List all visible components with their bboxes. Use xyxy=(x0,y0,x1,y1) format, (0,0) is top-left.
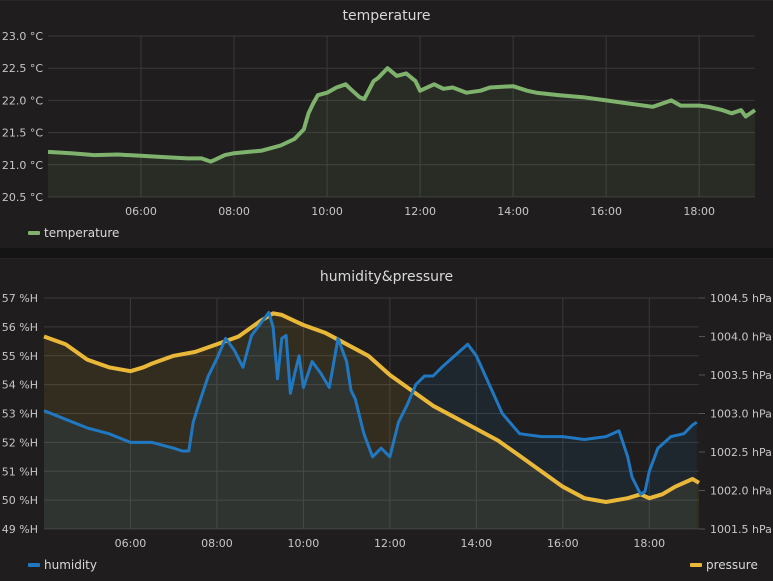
x-tick-label: 14:00 xyxy=(460,537,492,550)
y-tick-label: 22.0 °C xyxy=(2,94,43,107)
y-tick-label: 23.0 °C xyxy=(2,30,43,43)
y-left-tick-label: 51 %H xyxy=(2,465,38,478)
y-right-tick-label: 1002.5 hPa xyxy=(710,446,772,459)
x-tick-label: 06:00 xyxy=(115,537,147,550)
legend-item-pressure[interactable]: pressure xyxy=(690,558,758,572)
y-right-tick-label: 1001.5 hPa xyxy=(710,523,772,536)
x-tick-label: 10:00 xyxy=(311,205,343,218)
x-tick-label: 08:00 xyxy=(201,537,233,550)
temperature-panel: temperature 20.5 °C 21.0 °C 21.5 °C 22.0 °C… xyxy=(0,0,773,249)
x-tick-label: 10:00 xyxy=(288,537,320,550)
y-tick-label: 21.5 °C xyxy=(2,127,43,140)
x-tick-label: 12:00 xyxy=(404,205,436,218)
humidity-pressure-chart: 49 %H 50 %H 51 %H 52 %H 53 %H 54 %H 55 %H 56 %H… xyxy=(2,292,772,550)
y-left-tick-label: 53 %H xyxy=(2,408,38,421)
panel-title[interactable]: temperature xyxy=(342,8,431,24)
y-right-tick-label: 1003.5 hPa xyxy=(710,369,772,382)
y-left-tick-label: 56 %H xyxy=(2,321,38,334)
humidity-legend-swatch-icon xyxy=(28,563,40,567)
humidity-area xyxy=(44,312,697,529)
temperature-legend-swatch-icon xyxy=(28,231,40,235)
legend-item-humidity[interactable]: humidity xyxy=(28,558,97,572)
x-tick-label: 12:00 xyxy=(374,537,406,550)
pressure-area xyxy=(44,313,699,529)
x-tick-label: 06:00 xyxy=(125,205,157,218)
y-tick-label: 22.5 °C xyxy=(2,62,43,75)
panel-title[interactable]: humidity&pressure xyxy=(319,269,454,285)
y-tick-label: 20.5 °C xyxy=(2,191,43,204)
panel-divider xyxy=(0,248,773,258)
y-left-tick-label: 54 %H xyxy=(2,379,38,392)
temperature-chart: 20.5 °C 21.0 °C 21.5 °C 22.0 °C 22.5 °C 23.0 … xyxy=(2,30,757,218)
legend-item-temperature[interactable]: temperature xyxy=(28,226,119,240)
y-left-tick-label: 50 %H xyxy=(2,494,38,507)
temperature-area xyxy=(48,68,755,197)
y-left-tick-label: 55 %H xyxy=(2,350,38,363)
x-tick-label: 08:00 xyxy=(218,205,250,218)
humidity-line[interactable] xyxy=(43,310,698,496)
y-right-tick-label: 1003.0 hPa xyxy=(710,408,772,421)
x-tick-label: 16:00 xyxy=(590,205,622,218)
humidity-pressure-panel: humidity&pressure 49 %H 50 %H 51 %H 52 %H 53… xyxy=(0,258,773,581)
y-tick-label: 21.0 °C xyxy=(2,159,43,172)
y-left-tick-label: 52 %H xyxy=(2,436,38,449)
temperature-line[interactable] xyxy=(47,66,757,164)
pressure-line[interactable] xyxy=(43,311,701,504)
y-right-tick-label: 1004.5 hPa xyxy=(710,292,772,305)
y-left-tick-label: 57 %H xyxy=(2,292,38,305)
y-left-tick-label: 49 %H xyxy=(2,523,38,536)
y-right-tick-label: 1004.0 hPa xyxy=(710,331,772,344)
legend-label: temperature xyxy=(44,226,120,240)
pressure-legend-swatch-icon xyxy=(690,563,702,567)
legend-label: pressure xyxy=(706,558,758,572)
legend-label: humidity xyxy=(44,558,97,572)
x-tick-label: 18:00 xyxy=(683,205,715,218)
y-right-tick-label: 1002.0 hPa xyxy=(710,485,772,498)
x-tick-label: 14:00 xyxy=(497,205,529,218)
x-tick-label: 16:00 xyxy=(547,537,579,550)
x-tick-label: 18:00 xyxy=(633,537,665,550)
